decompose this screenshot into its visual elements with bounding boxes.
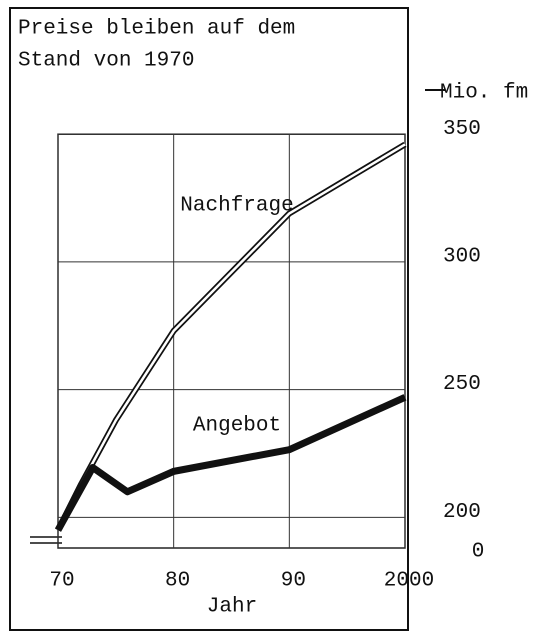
x-tick-label: 2000	[384, 570, 434, 593]
x-axis-label: Jahr	[207, 596, 257, 619]
series-label: Angebot	[193, 415, 281, 438]
x-tick-label: 90	[281, 570, 306, 593]
y-tick-label: 200	[443, 501, 481, 524]
y-tick-label: 350	[443, 118, 481, 141]
axis-break-label: 0	[472, 541, 485, 564]
x-tick-label: 80	[165, 570, 190, 593]
series-label: Nachfrage	[180, 195, 293, 218]
title-line: Stand von 1970	[18, 50, 194, 73]
frame	[9, 7, 409, 631]
y-tick-label: 250	[443, 373, 481, 396]
y-tick-label: 300	[443, 245, 481, 268]
title-line: Preise bleiben auf dem	[18, 18, 295, 41]
y-unit-label: Mio. fm	[440, 82, 528, 105]
line	[54, 394, 407, 532]
x-tick-label: 70	[49, 570, 74, 593]
